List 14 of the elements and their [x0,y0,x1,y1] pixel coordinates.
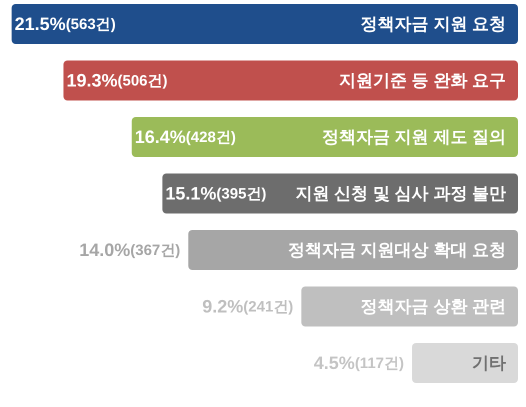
y-tick-label: 정책자금 지원 요청 [360,14,506,34]
y-tick-label: 정책자금 지원 제도 질의 [322,128,506,146]
y-tick-label: 정책자금 지원대상 확대 요청 [288,240,506,260]
data-label: 19.3%(506건) [66,70,168,90]
y-tick-label: 지원기준 등 완화 요구 [338,71,506,90]
y-tick-label: 지원 신청 및 심사 과정 불만 [295,184,506,203]
data-label: 15.1%(395건) [165,184,266,204]
data-label: 16.4%(428건) [134,127,236,147]
data-label: 21.5%(563건) [14,14,116,34]
y-tick-label: 정책자금 상환 관련 [360,297,506,316]
data-label: 4.5%(117건) [314,353,404,373]
data-label: 9.2%(241건) [202,296,294,316]
y-tick-label: 기타 [472,354,506,372]
data-label: 14.0%(367건) [79,240,180,260]
